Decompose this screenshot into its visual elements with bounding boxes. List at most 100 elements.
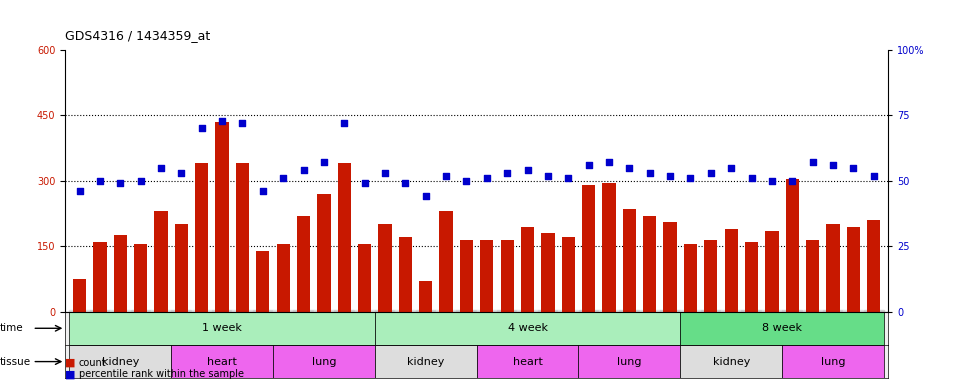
Bar — [681, 312, 884, 345]
Point — [601, 159, 616, 166]
Point — [499, 170, 515, 176]
Text: ■: ■ — [65, 369, 76, 379]
Text: percentile rank within the sample: percentile rank within the sample — [79, 369, 244, 379]
Point — [132, 178, 148, 184]
Point — [459, 178, 474, 184]
Bar — [725, 229, 738, 312]
Bar — [480, 240, 493, 312]
Text: GDS4316 / 1434359_at: GDS4316 / 1434359_at — [65, 29, 210, 42]
Point — [154, 165, 169, 171]
Point — [479, 175, 494, 181]
Bar — [541, 233, 555, 312]
Point — [764, 178, 780, 184]
Point — [642, 170, 658, 176]
Bar — [358, 244, 372, 312]
Bar — [195, 163, 208, 312]
Point — [194, 125, 209, 131]
Bar — [847, 227, 860, 312]
Bar — [215, 122, 228, 312]
Text: lung: lung — [312, 357, 336, 367]
Point — [72, 188, 87, 194]
Bar — [155, 211, 168, 312]
Bar — [867, 220, 880, 312]
Point — [214, 118, 229, 124]
Point — [846, 165, 861, 171]
Point — [520, 167, 536, 174]
Point — [112, 180, 128, 187]
Text: 4 week: 4 week — [508, 323, 547, 333]
Text: heart: heart — [513, 357, 542, 367]
Point — [683, 175, 698, 181]
Bar — [582, 185, 595, 312]
Text: kidney: kidney — [407, 357, 444, 367]
Bar — [663, 222, 677, 312]
Text: kidney: kidney — [102, 357, 139, 367]
Point — [397, 180, 413, 187]
Bar — [374, 312, 681, 345]
Point — [174, 170, 189, 176]
Bar — [297, 216, 310, 312]
Point — [235, 120, 251, 126]
Bar — [273, 345, 374, 378]
Text: lung: lung — [617, 357, 641, 367]
Bar — [782, 345, 884, 378]
Bar — [785, 179, 799, 312]
Bar — [338, 163, 351, 312]
Bar — [93, 242, 107, 312]
Bar — [69, 345, 171, 378]
Point — [296, 167, 311, 174]
Bar — [276, 244, 290, 312]
Point — [377, 170, 393, 176]
Point — [276, 175, 291, 181]
Text: kidney: kidney — [712, 357, 750, 367]
Text: 1 week: 1 week — [203, 323, 242, 333]
Bar — [477, 345, 579, 378]
Bar — [113, 235, 127, 312]
Bar — [745, 242, 758, 312]
Bar — [378, 224, 392, 312]
Bar — [602, 183, 615, 312]
Point — [662, 172, 678, 179]
Bar — [134, 244, 147, 312]
Text: time: time — [0, 323, 24, 333]
Bar — [318, 194, 330, 312]
Point — [418, 194, 433, 200]
Bar — [171, 345, 273, 378]
Bar — [236, 163, 249, 312]
Point — [337, 120, 352, 126]
Point — [92, 178, 108, 184]
Bar — [623, 209, 636, 312]
Bar — [420, 281, 432, 312]
Bar — [643, 216, 657, 312]
Point — [255, 188, 271, 194]
Point — [540, 172, 556, 179]
Bar — [765, 231, 779, 312]
Bar — [69, 312, 374, 345]
Point — [784, 178, 800, 184]
Text: heart: heart — [207, 357, 237, 367]
Bar — [374, 345, 476, 378]
Point — [826, 162, 841, 168]
Text: lung: lung — [821, 357, 845, 367]
Bar — [398, 237, 412, 312]
Point — [724, 165, 739, 171]
Bar — [579, 345, 681, 378]
Point — [316, 159, 331, 166]
Bar — [440, 211, 453, 312]
Bar — [256, 251, 270, 312]
Bar — [500, 240, 514, 312]
Point — [805, 159, 821, 166]
Point — [439, 172, 454, 179]
Bar — [73, 279, 86, 312]
Point — [703, 170, 718, 176]
Point — [357, 180, 372, 187]
Bar — [681, 345, 782, 378]
Text: ■: ■ — [65, 358, 76, 368]
Text: count: count — [79, 358, 107, 368]
Bar — [827, 224, 840, 312]
Point — [622, 165, 637, 171]
Bar — [460, 240, 473, 312]
Bar — [684, 244, 697, 312]
Bar — [521, 227, 534, 312]
Bar — [705, 240, 717, 312]
